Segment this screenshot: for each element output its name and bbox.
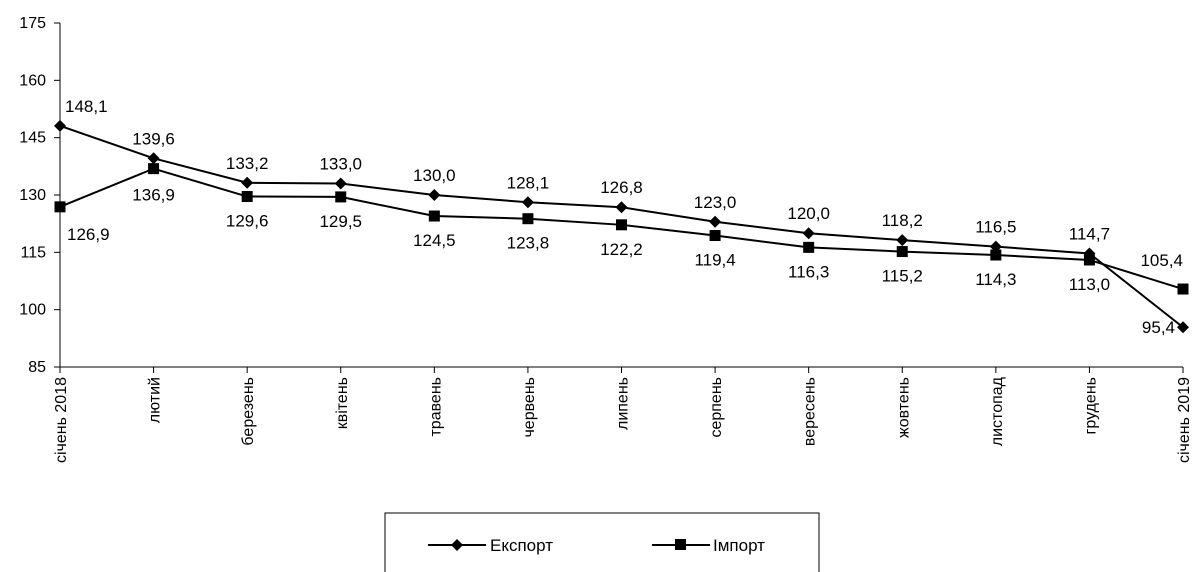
- y-tick-label: 100: [19, 302, 46, 319]
- x-tick-label: грудень: [1082, 377, 1099, 434]
- import-data-label: 119,4: [694, 251, 735, 270]
- export-point: [241, 176, 254, 189]
- import-data-label: 113,0: [1069, 275, 1110, 294]
- import-point: [428, 210, 440, 222]
- legend-label-export: Експорт: [490, 536, 553, 555]
- import-point: [54, 201, 66, 213]
- import-data-label: 123,8: [507, 234, 550, 253]
- import-point: [990, 249, 1002, 261]
- legend: Експорт Імпорт: [384, 512, 820, 572]
- y-tick-label: 130: [19, 187, 46, 204]
- import-point: [148, 163, 160, 175]
- x-tick-label: березень: [240, 377, 257, 446]
- y-axis-ticks: 85 100 115 130 145 160 175: [19, 15, 60, 376]
- import-data-label: 129,6: [226, 212, 269, 231]
- x-tick-label: лютий: [147, 377, 164, 423]
- x-tick-label: вересень: [802, 377, 819, 446]
- import-point: [896, 246, 908, 258]
- import-data-label: 124,5: [413, 231, 456, 250]
- import-data-label: 115,2: [882, 267, 923, 286]
- export-point: [802, 227, 815, 240]
- export-data-label: 114,7: [1069, 224, 1110, 243]
- x-tick-label: січень 2019: [1176, 377, 1193, 463]
- legend-marker-square: [675, 539, 686, 550]
- x-tick-label: липень: [615, 377, 632, 430]
- import-point: [616, 219, 627, 231]
- y-tick-label: 160: [19, 72, 46, 89]
- import-point: [522, 213, 534, 225]
- import-point: [335, 191, 347, 203]
- import-data-label: 126,9: [67, 225, 110, 244]
- export-point: [147, 152, 160, 165]
- export-point: [709, 215, 722, 228]
- export-data-label: 128,1: [507, 173, 550, 192]
- x-tick-label: квітень: [334, 377, 351, 429]
- legend-label-import: Імпорт: [713, 536, 765, 555]
- legend-marker-diamond: [451, 539, 463, 551]
- export-data-label: 133,2: [226, 154, 269, 173]
- export-data-label: 95,4: [1142, 318, 1175, 337]
- y-tick-label: 85: [28, 359, 46, 376]
- import-data-label: 122,2: [600, 240, 643, 259]
- y-tick-label: 145: [19, 130, 46, 147]
- data-labels: 148,1 139,6 133,2 133,0 130,0 128,1 126,8 123,0…: [65, 97, 1183, 337]
- series-layer: [54, 119, 1189, 334]
- import-data-label: 136,9: [132, 186, 175, 205]
- y-tick-label: 115: [20, 244, 46, 261]
- x-tick-label: жовтень: [895, 377, 912, 438]
- export-data-label: 148,1: [65, 97, 108, 116]
- export-data-label: 123,0: [694, 193, 737, 212]
- x-tick-label: листопад: [989, 376, 1006, 446]
- x-tick-label: серпень: [708, 377, 725, 438]
- export-point: [896, 234, 909, 247]
- import-data-label: 105,4: [1140, 251, 1183, 270]
- import-point: [1083, 254, 1095, 266]
- export-point: [521, 196, 534, 209]
- export-point: [54, 119, 66, 132]
- export-point: [1083, 247, 1096, 260]
- export-data-label: 126,8: [600, 178, 643, 197]
- import-point: [241, 191, 253, 203]
- import-data-label: 114,3: [975, 270, 1016, 289]
- import-point: [803, 241, 815, 253]
- x-tick-label: червень: [521, 377, 538, 438]
- export-point: [615, 201, 628, 214]
- export-data-label: 133,0: [319, 155, 362, 174]
- import-point: [1177, 283, 1189, 295]
- export-data-label: 116,5: [975, 218, 1016, 237]
- x-axis-ticks: січень 2018 лютий березень квітень травень че…: [53, 367, 1193, 463]
- import-data-label: 116,3: [788, 262, 829, 281]
- import-data-label: 129,5: [319, 212, 362, 231]
- x-tick-label: травень: [427, 377, 444, 437]
- export-data-label: 130,0: [413, 166, 456, 185]
- export-point: [1177, 321, 1189, 334]
- export-data-label: 120,0: [787, 204, 830, 223]
- export-point: [428, 189, 441, 201]
- export-data-label: 139,6: [132, 129, 175, 148]
- export-data-label: 118,2: [882, 211, 923, 230]
- export-point: [334, 177, 347, 190]
- y-tick-label: 175: [19, 15, 46, 32]
- x-tick-label: січень 2018: [53, 377, 70, 463]
- import-point: [709, 230, 721, 242]
